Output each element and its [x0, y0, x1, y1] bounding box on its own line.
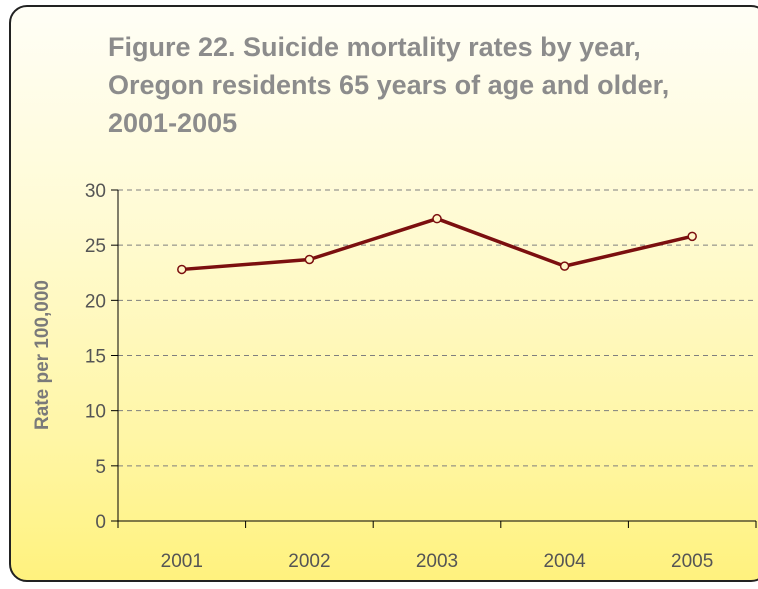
data-point-2001	[177, 264, 187, 275]
chart-frame	[9, 5, 758, 582]
y-tick-label: 5	[95, 457, 106, 478]
y-tick-label: 15	[85, 347, 106, 368]
tick-labels: 0 5 10 15 20 25 30 2001 2002 2003 2004 2005	[85, 181, 713, 572]
data-point-2003	[432, 213, 442, 224]
x-tick-label: 2003	[416, 551, 458, 572]
y-tick-label: 10	[85, 402, 106, 423]
series-line	[181, 216, 693, 272]
chart-title: Figure 22. Suicide mortality rates by ye…	[108, 32, 670, 138]
x-tick-label: 2002	[288, 551, 330, 572]
y-axis-title: Rate per 100,000	[32, 280, 53, 430]
x-tick-label: 2004	[543, 551, 586, 572]
x-tick-label: 2005	[671, 551, 713, 572]
y-tick-label: 25	[85, 236, 106, 257]
axes	[111, 189, 757, 528]
y-tick-label: 20	[85, 291, 106, 312]
data-point-2005	[687, 231, 697, 242]
series	[177, 213, 697, 275]
y-tick-label: 30	[85, 181, 106, 202]
data-point-2002	[304, 254, 315, 265]
data-point-2004	[559, 261, 570, 271]
gridlines	[118, 189, 756, 467]
y-tick-label: 0	[95, 512, 106, 533]
x-tick-label: 2001	[161, 551, 203, 572]
